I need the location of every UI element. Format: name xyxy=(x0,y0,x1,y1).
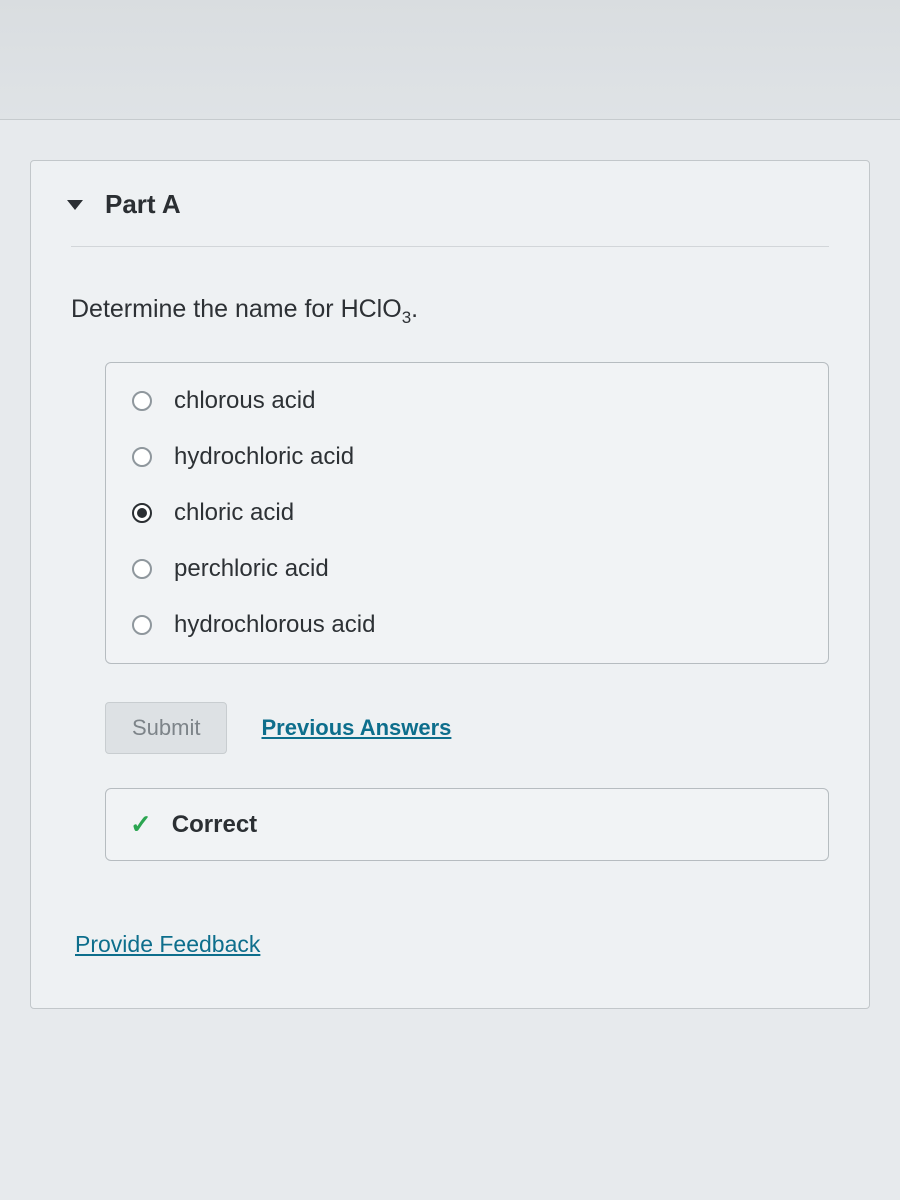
option-label: chlorous acid xyxy=(174,387,315,415)
option-row[interactable]: hydrochlorous acid xyxy=(106,597,828,653)
option-label: hydrochlorous acid xyxy=(174,611,375,639)
formula-subscript: 3 xyxy=(402,308,411,327)
option-label: hydrochloric acid xyxy=(174,443,354,471)
top-bar xyxy=(0,0,900,120)
previous-answers-link[interactable]: Previous Answers xyxy=(261,715,451,741)
prompt-suffix: . xyxy=(411,295,418,323)
option-row[interactable]: chlorous acid xyxy=(106,373,828,429)
prompt-prefix: Determine the name for xyxy=(71,295,341,323)
option-row[interactable]: perchloric acid xyxy=(106,541,828,597)
status-label: Correct xyxy=(172,811,257,839)
option-label: perchloric acid xyxy=(174,555,329,583)
radio-icon xyxy=(132,447,152,467)
status-box: ✓ Correct xyxy=(105,788,829,861)
radio-icon xyxy=(132,391,152,411)
chevron-down-icon xyxy=(67,200,83,210)
option-label: chloric acid xyxy=(174,499,294,527)
part-header[interactable]: Part A xyxy=(71,161,829,247)
answer-options: chlorous acid hydrochloric acid chloric … xyxy=(105,362,829,664)
question-prompt: Determine the name for HClO3. xyxy=(71,295,829,328)
option-row[interactable]: chloric acid xyxy=(106,485,828,541)
radio-icon xyxy=(132,503,152,523)
formula-base: HClO xyxy=(341,295,402,323)
radio-icon xyxy=(132,615,152,635)
check-icon: ✓ xyxy=(130,809,152,840)
radio-icon xyxy=(132,559,152,579)
part-title: Part A xyxy=(105,189,181,220)
provide-feedback-link[interactable]: Provide Feedback xyxy=(75,931,260,958)
action-row: Submit Previous Answers xyxy=(105,702,829,754)
question-section: Part A Determine the name for HClO3. chl… xyxy=(30,160,870,1009)
page-body: Part A Determine the name for HClO3. chl… xyxy=(0,160,900,1009)
submit-button[interactable]: Submit xyxy=(105,702,227,754)
option-row[interactable]: hydrochloric acid xyxy=(106,429,828,485)
